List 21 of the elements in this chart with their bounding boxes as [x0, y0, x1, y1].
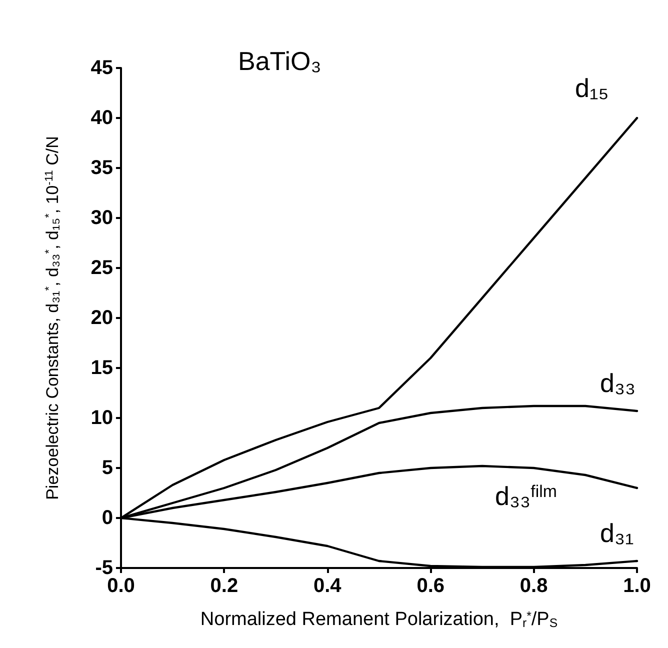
text: Piezoelectric Constants, d₃₁*, d₃₃*, d₁₅*, 10-11 C/N: [43, 136, 62, 500]
series-label: d₁₅: [575, 73, 609, 103]
y-tick-label: 30: [90, 207, 113, 229]
series-label: d₃₁: [600, 518, 634, 548]
x-axis-title: Normalized Remanent Polarization, Pr*/PS: [200, 609, 558, 630]
x-tick-label: 0.6: [416, 575, 445, 597]
x-tick-label: 0.4: [313, 575, 342, 597]
y-tick-label: 15: [90, 357, 113, 379]
x-tick-label: 0.8: [520, 575, 548, 597]
y-tick-label: 0: [102, 507, 113, 529]
y-tick-label: 40: [90, 107, 113, 129]
y-tick-label: 10: [90, 407, 113, 429]
series-label: d₃₃: [600, 368, 636, 398]
x-tick-label: 0.2: [210, 575, 238, 597]
y-tick-label: 20: [90, 307, 113, 329]
y-tick-label: 5: [102, 457, 113, 479]
y-tick-label: 35: [90, 157, 113, 179]
y-tick-label: 25: [90, 257, 113, 279]
y-tick-label: 45: [90, 57, 113, 79]
chart-title: BaTiO₃: [238, 46, 322, 76]
x-tick-label: 1.0: [623, 575, 651, 597]
